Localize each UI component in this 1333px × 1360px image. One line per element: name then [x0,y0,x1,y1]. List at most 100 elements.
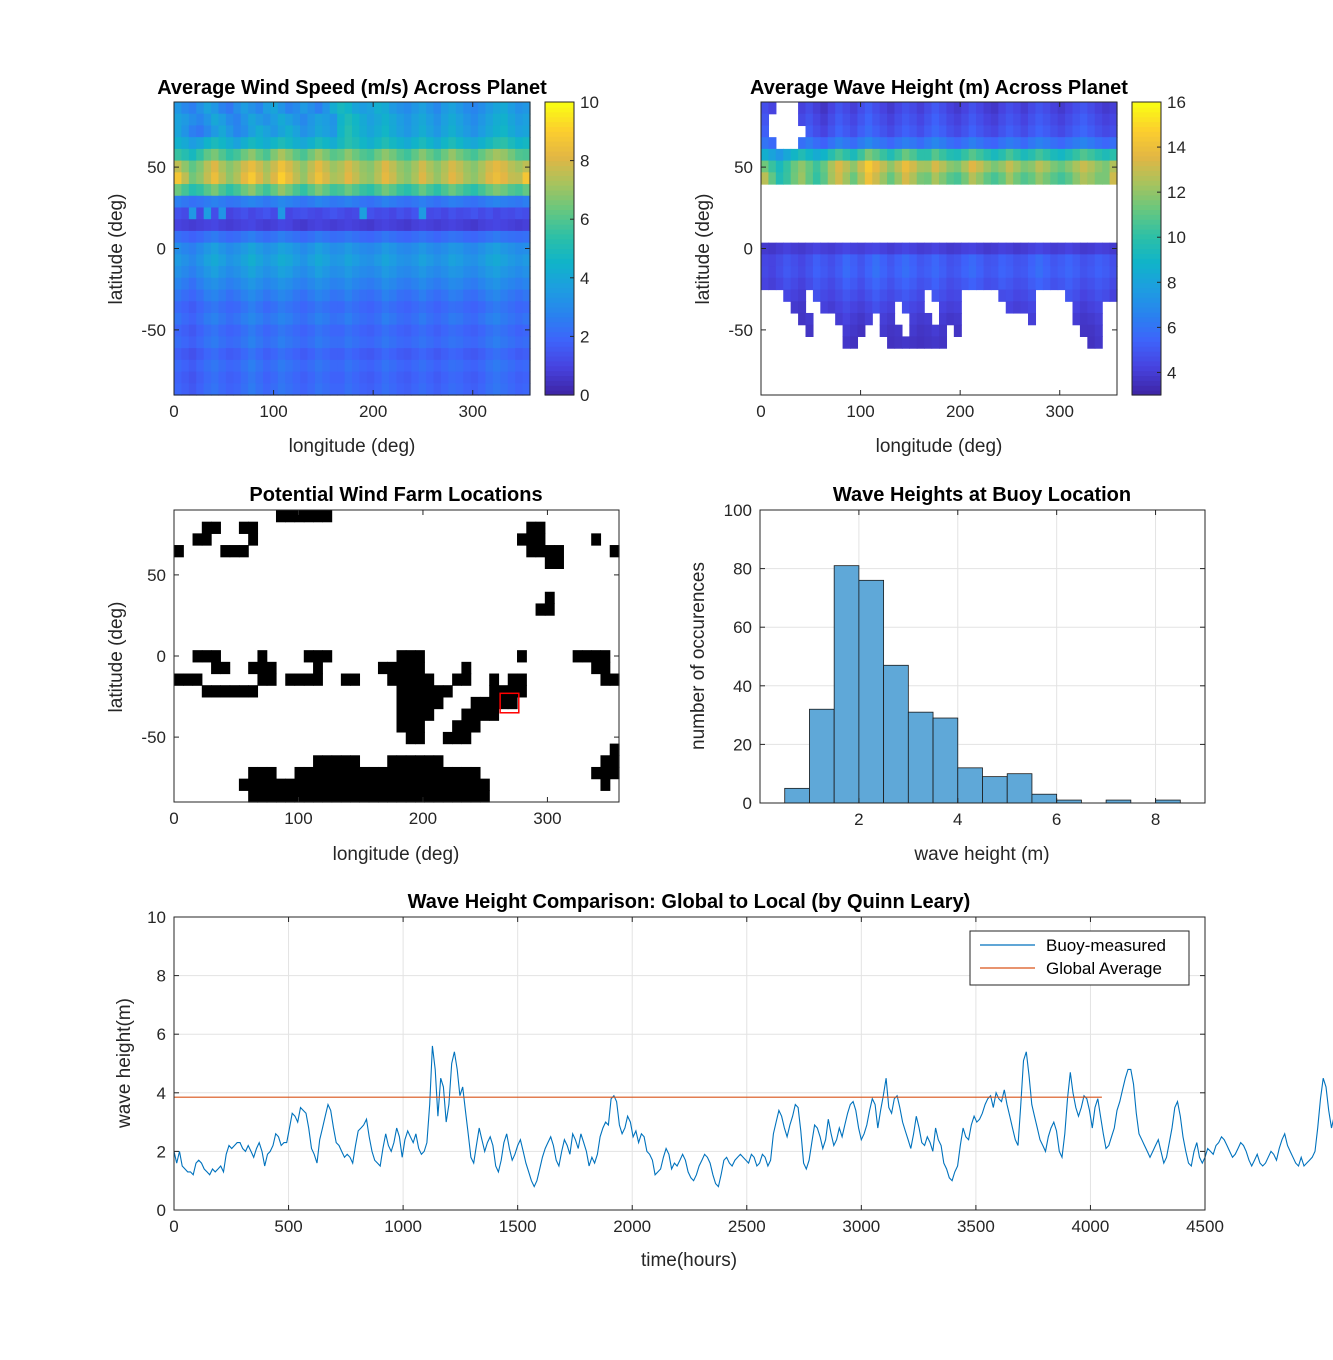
heatmap-cell [798,266,807,279]
heatmap-cell [931,277,940,291]
heatmap-cell [939,301,948,314]
heatmap-cell [240,312,249,326]
heatmap-cell [426,254,435,267]
heatmap-cell [285,113,294,127]
heatmap-cell [931,113,940,127]
heatmap-cell [203,102,212,115]
heatmap-cell [337,289,346,302]
heatmap-cell [857,125,866,138]
heatmap-cell [300,102,309,115]
heatmap-cell [240,184,249,197]
heatmap-cell [857,254,866,267]
heatmap-cell [381,219,390,232]
heatmap-cell [976,137,985,150]
heatmap-cell [761,137,770,150]
heatmap-cell [790,160,799,173]
heatmap-cell [864,148,873,162]
heatmap-cell [270,359,279,373]
heatmap-cell [344,359,353,373]
heatmap-cell [1079,324,1088,337]
heatmap-cell [203,383,212,396]
heatmap-cell [403,266,412,279]
heatmap-cell [901,102,910,115]
heatmap-cell [775,266,784,279]
heatmap-cell [218,125,227,138]
heatmap-cell [478,160,487,173]
heatmap-cell [396,277,405,291]
heatmap-cell [522,383,531,396]
heatmap-cell [1028,113,1037,127]
heatmap-cell [485,242,494,255]
heatmap-cell [248,521,259,534]
heatmap-cell [492,113,501,127]
heatmap-cell [1050,102,1059,115]
y-tick-label: -50 [141,321,166,340]
heatmap-cell [872,160,881,173]
heatmap-cell [1065,160,1074,173]
heatmap-cell [442,731,453,745]
heatmap-cell [879,172,888,185]
heatmap-cell [396,359,405,373]
heatmap-cell [448,137,457,150]
heatmap-cell [233,113,242,127]
heatmap-cell [983,242,992,255]
colorbar-step [1132,385,1161,391]
heatmap-cell [827,113,836,127]
heatmap-cell [609,673,620,686]
heatmap-cell [463,301,472,314]
heatmap-cell [387,673,398,686]
heatmap-cell [396,661,407,675]
heatmap-cell [990,137,999,150]
heatmap-cell [188,184,197,197]
heatmap-cell [441,301,450,314]
heatmap-cell [600,755,611,768]
heatmap-cell [240,277,249,291]
heatmap-cell [285,778,296,791]
heatmap-cell [233,371,242,384]
heatmap-cell [389,137,398,150]
heatmap-cell [307,383,316,396]
heatmap-cell [415,755,425,768]
heatmap-cell [359,324,368,337]
heatmap-cell [461,720,472,733]
heatmap-cell [403,289,412,302]
heatmap-cell [461,790,472,803]
x-tick-label: 200 [946,402,974,421]
heatmap-cell [329,289,338,302]
heatmap-cell [441,289,450,302]
heatmap-cell [961,242,970,255]
heatmap-cell [842,113,851,127]
heatmap-cell [374,172,383,185]
heatmap-cell [448,102,457,115]
heatmap-cell [1050,137,1059,150]
heatmap-cell [263,359,272,373]
colorbar-step [545,307,574,313]
heatmap-cell [352,184,361,197]
heatmap-cell [507,125,516,138]
heatmap-cell [909,242,918,255]
heatmap-cell [218,254,227,267]
heatmap-cell [275,790,286,803]
heatmap-cell [366,113,375,127]
heatmap-cell [1094,324,1103,337]
heatmap-cell [418,336,427,349]
colorbar-step [1132,175,1161,181]
heatmap-cell [374,113,383,127]
heatmap-cell [507,254,516,267]
heatmap-cell [211,266,220,279]
heatmap-cell [270,254,279,267]
heatmap-cell [374,102,383,115]
heatmap-cell [857,301,866,314]
colorbar-step [1132,209,1161,215]
heatmap-cell [196,254,205,267]
heatmap-cell [924,113,933,127]
heatmap-cell [1028,160,1037,173]
colorbar-step [1132,272,1161,279]
heatmap-cell [507,113,516,127]
heatmap-cell [344,301,353,314]
heatmap-cell [470,778,481,791]
x-tick-label: 1500 [499,1217,537,1236]
heatmap-cell [609,755,620,768]
heatmap-cell [255,184,264,197]
heatmap-cell [916,277,925,291]
